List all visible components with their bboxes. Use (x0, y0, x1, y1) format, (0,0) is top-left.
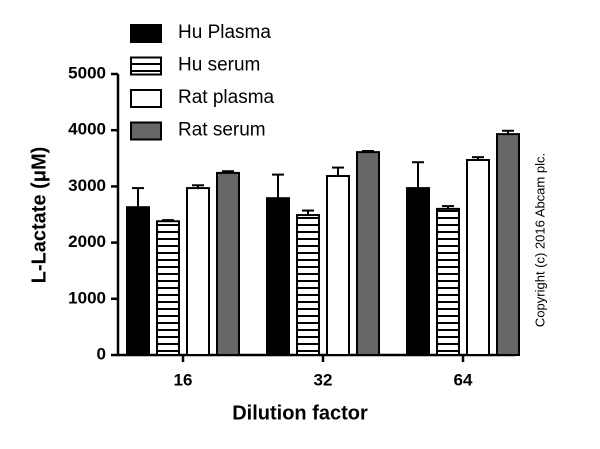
y-axis-title: L-Lactate (μM) (28, 147, 50, 284)
bar (216, 171, 240, 356)
bar (356, 151, 380, 356)
bar (406, 187, 430, 356)
legend-label: Hu Plasma (178, 22, 271, 43)
x-tick-label: 16 (174, 370, 193, 389)
legend-label: Rat plasma (178, 87, 275, 108)
legend-label: Hu serum (178, 55, 260, 76)
y-tick-label: 0 (97, 344, 106, 363)
bar (126, 206, 150, 356)
bar (186, 187, 210, 356)
legend-swatch (130, 121, 162, 141)
x-tick-label: 32 (314, 370, 333, 389)
bar (266, 197, 290, 356)
bar (296, 214, 320, 356)
y-tick-label: 1000 (68, 288, 106, 307)
x-axis-title: Dilution factor (232, 402, 368, 424)
y-tick-label: 5000 (68, 63, 106, 82)
y-tick-label: 2000 (68, 232, 106, 251)
bar (496, 133, 520, 356)
legend-swatch (130, 56, 162, 76)
bar (326, 175, 350, 356)
bar (436, 207, 460, 356)
bar (466, 158, 490, 356)
copyright-note: Copyright (c) 2016 Abcam plc. (532, 153, 547, 327)
bar (156, 220, 180, 356)
legend-label: Rat serum (178, 120, 266, 141)
y-tick-label: 3000 (68, 176, 106, 195)
legend-swatch (130, 24, 162, 43)
y-tick-label: 4000 (68, 120, 106, 139)
x-tick-label: 64 (454, 370, 473, 389)
legend-swatch (130, 89, 162, 108)
